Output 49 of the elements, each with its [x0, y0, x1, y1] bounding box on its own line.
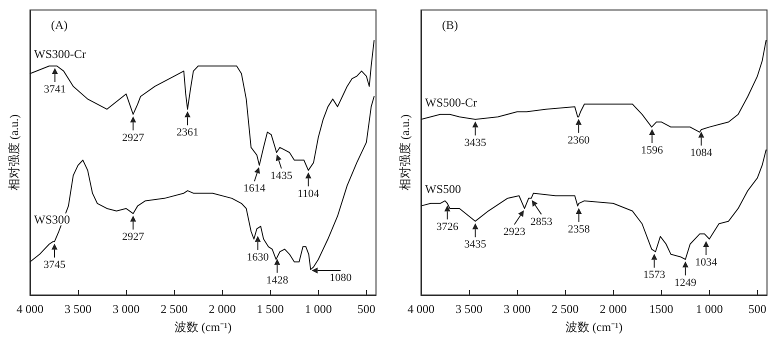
x-tick-label: 500 — [748, 302, 766, 316]
annotation: 3726 — [436, 220, 459, 233]
annotation: 1080 — [330, 272, 352, 284]
x-axis-title: 波数 (cm⁻¹) — [565, 320, 623, 334]
annotation: 1573 — [643, 269, 666, 282]
annotation: 2927 — [122, 231, 145, 244]
annotation: 2853 — [530, 216, 553, 228]
x-tick-label: 4 000 — [408, 302, 434, 316]
chart-title: (B) — [442, 18, 458, 32]
annotation: 3435 — [464, 136, 487, 149]
annotation: 1084 — [690, 147, 713, 160]
annotation: 2361 — [176, 126, 199, 139]
x-axis-title: 波数 (cm⁻¹) — [174, 320, 232, 334]
x-tick-label: 500 — [357, 302, 376, 316]
x-tick-label: 3 000 — [504, 302, 531, 316]
x-tick-label: 3 500 — [456, 302, 483, 316]
annotation: 2923 — [503, 226, 526, 238]
chart-title: (A) — [51, 18, 68, 32]
x-tick-label: 1 000 — [304, 302, 332, 316]
x-tick-label: 1 000 — [696, 302, 723, 316]
series-label: WS500-Cr — [425, 95, 477, 110]
x-tick-label: 2 000 — [600, 302, 627, 316]
series-label: WS500 — [425, 182, 461, 196]
annotation: 1104 — [298, 188, 320, 200]
y-axis-title: 相对强度 (a.u.) — [398, 114, 412, 191]
x-tick-label: 2 500 — [160, 302, 188, 316]
annotation: 1630 — [246, 251, 270, 264]
x-tick-label: 2 500 — [552, 302, 579, 316]
annotation: 2358 — [568, 223, 590, 236]
x-tick-label: 4 000 — [16, 302, 44, 316]
x-tick-label: 3 500 — [64, 302, 92, 316]
annotation: 3435 — [464, 238, 487, 251]
y-axis-title: 相对强度 (a.u.) — [7, 114, 21, 191]
x-tick-label: 1 500 — [256, 302, 284, 316]
annotation: 1034 — [695, 256, 718, 269]
annotation: 3741 — [44, 83, 66, 96]
x-tick-label: 2 000 — [208, 302, 236, 316]
series-label: WS300-Cr — [34, 46, 86, 61]
annotation: 1596 — [641, 144, 664, 157]
annotation: 3745 — [44, 259, 66, 272]
annotation: 2360 — [568, 134, 590, 146]
annotation: 2927 — [122, 132, 145, 144]
annotation: 1249 — [674, 276, 697, 289]
annotation: 1435 — [270, 170, 293, 182]
x-tick-label: 3 000 — [112, 302, 140, 316]
x-tick-label: 1500 — [649, 302, 674, 316]
annotation: 1614 — [243, 182, 266, 195]
series-label: WS300 — [34, 212, 70, 226]
annotation: 1428 — [266, 274, 289, 286]
